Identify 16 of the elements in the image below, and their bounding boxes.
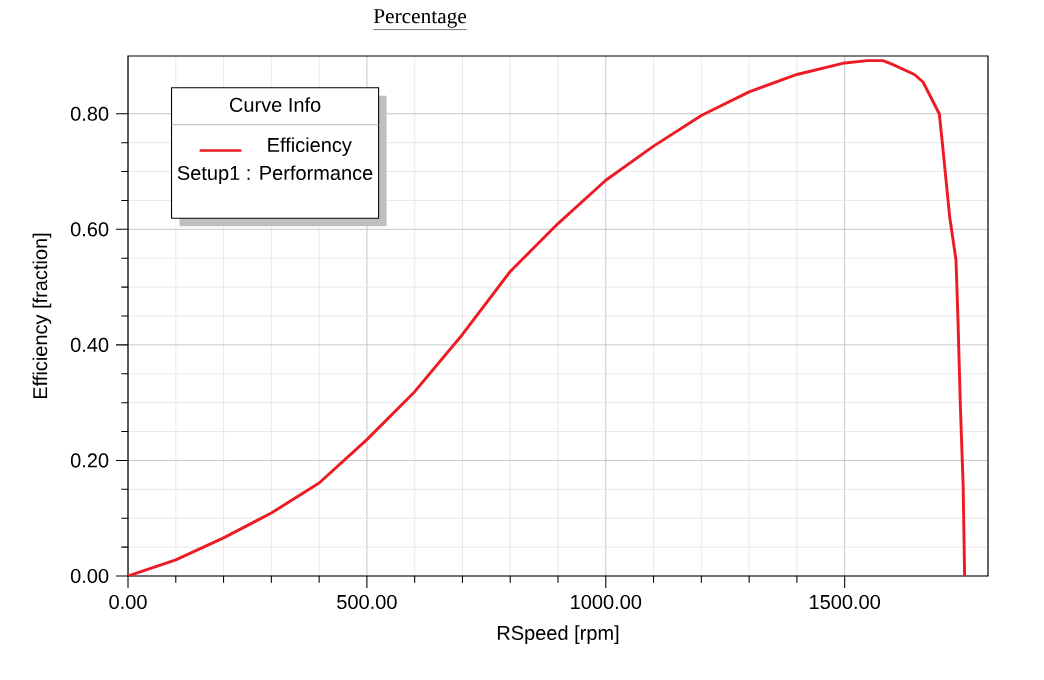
y-tick-label: 0.80	[70, 106, 109, 121]
x-tick-label: 0.00	[109, 594, 147, 610]
x-tick-label: 500.00	[337, 594, 397, 610]
annotation: Setup1 : Performance	[177, 165, 373, 185]
x-tick-label: 1000.00	[571, 594, 642, 610]
legend-title: Curve Info	[229, 97, 321, 112]
x-tick-label: 1500.00	[810, 594, 881, 610]
y-tick-label: 0.00	[70, 568, 109, 584]
y-tick-label: 0.60	[70, 222, 109, 237]
line-series	[128, 59, 967, 576]
y-tick-label: 0.40	[70, 337, 109, 352]
x-axis-title: RSpeed [rpm]	[497, 625, 619, 644]
y-axis-title: Efficiency [fraction]	[32, 233, 52, 399]
chart-title: Percentage	[373, 9, 467, 28]
y-tick-label: 0.20	[70, 453, 109, 468]
legend-label: Efficiency	[268, 137, 352, 157]
